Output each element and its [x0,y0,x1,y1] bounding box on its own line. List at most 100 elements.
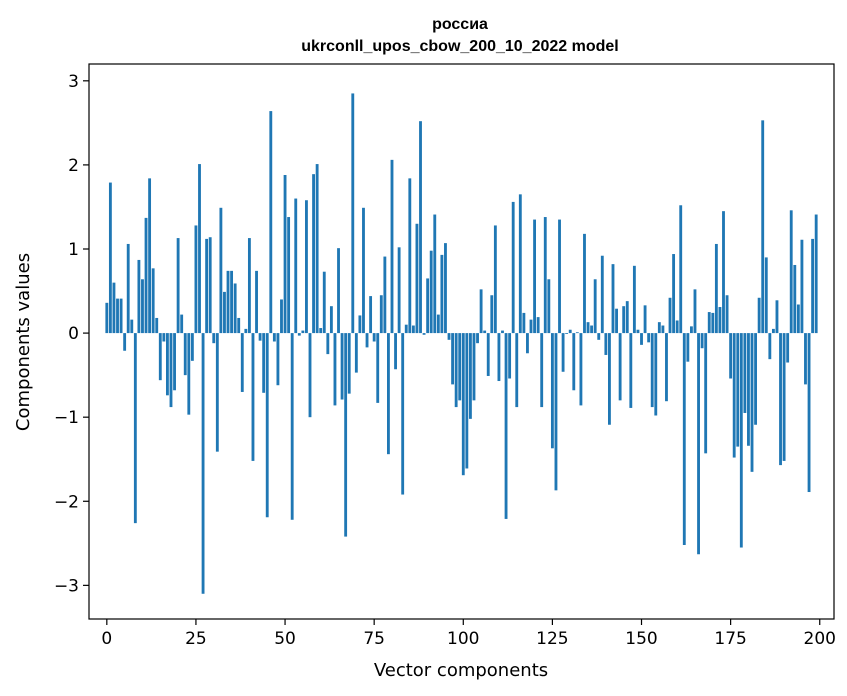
bar-component-165 [693,289,697,334]
bar-component-130 [568,329,572,334]
bar-component-76 [376,333,380,403]
bar-component-109 [493,225,497,334]
x-tick-label: 75 [363,629,385,649]
bar-component-115 [515,333,519,408]
bar-component-5 [123,333,127,351]
bar-component-114 [511,201,515,334]
bar-component-192 [789,210,793,334]
chart-subtitle: ukrconll_upos_cbow_200_10_2022 model [301,38,618,55]
bar-component-111 [501,330,504,334]
bar-component-6 [126,243,130,334]
bar-component-176 [732,333,736,458]
bar-component-193 [793,264,797,334]
bar-component-143 [615,308,618,334]
bar-component-90 [426,278,430,334]
bar-component-25 [194,225,198,334]
bar-component-106 [483,330,487,334]
bar-component-117 [522,312,526,334]
bar-component-128 [561,333,565,372]
bar-component-126 [554,333,558,491]
bar-component-166 [697,333,700,555]
bar-component-136 [590,325,594,334]
bar-component-107 [486,333,490,376]
bar-component-21 [180,314,184,334]
bar-component-17 [165,333,169,396]
bar-component-138 [597,333,601,340]
bar-component-183 [757,297,761,334]
bar-component-49 [280,299,283,334]
bar-component-124 [547,279,551,334]
bar-component-173 [722,211,725,334]
bar-component-29 [208,237,212,334]
bar-component-50 [283,175,287,334]
x-axis-label: Vector components [374,660,548,681]
bar-component-72 [362,207,365,334]
bar-component-26 [198,164,201,334]
bar-component-118 [526,333,529,354]
bar-component-77 [379,295,383,334]
bar-component-55 [301,330,305,334]
bar-component-65 [337,248,340,334]
bar-component-58 [312,174,315,334]
bar-component-181 [750,333,754,472]
bars-group [105,93,818,594]
bar-component-38 [240,333,244,392]
bar-component-113 [508,333,512,379]
bar-component-94 [440,254,444,334]
bar-component-48 [276,333,280,386]
bar-component-147 [629,333,633,408]
y-tick-label: −3 [54,576,79,596]
bar-component-81 [394,333,397,370]
bar-component-182 [754,333,758,425]
bar-component-191 [786,333,790,363]
bar-component-177 [736,333,740,447]
bar-component-66 [340,333,344,400]
bar-component-188 [775,300,779,334]
bar-component-80 [390,159,394,334]
bar-component-150 [640,333,643,345]
bar-component-194 [796,304,800,334]
bar-component-75 [372,333,376,342]
bar-component-170 [711,312,715,334]
bar-component-179 [743,333,747,413]
bar-component-197 [807,333,811,493]
bar-component-174 [725,295,729,334]
bar-component-74 [369,296,373,334]
y-axis-ticks: −3 −2 −1 0 1 2 3 [54,72,89,596]
bar-component-127 [558,219,561,334]
bar-component-168 [704,333,708,454]
bar-component-178 [739,333,743,548]
bar-component-20 [176,238,180,334]
bar-component-112 [504,333,508,519]
bar-component-24 [190,333,194,361]
bar-component-121 [536,317,540,334]
bar-component-135 [586,322,590,334]
bar-component-92 [433,214,437,334]
bar-component-19 [173,333,176,391]
bar-component-59 [315,164,319,334]
bar-component-7 [130,319,134,334]
bar-component-60 [319,328,323,334]
bar-component-139 [600,255,604,334]
bar-component-144 [618,333,622,401]
bar-component-63 [329,306,333,334]
bar-component-35 [230,270,234,334]
bar-component-164 [689,326,693,334]
bar-component-93 [436,314,440,334]
bar-component-151 [643,305,647,334]
bar-component-53 [294,198,298,334]
bar-component-84 [404,324,408,334]
bar-component-184 [761,120,765,334]
bar-component-30 [212,333,216,344]
bar-component-45 [265,333,269,518]
bar-component-99 [458,333,462,401]
bar-component-195 [800,239,804,334]
y-tick-label: 2 [68,156,79,176]
bar-component-22 [183,333,187,376]
chart-title: россиа [432,16,488,33]
bar-component-44 [262,333,266,393]
bar-component-146 [625,301,629,334]
bar-component-83 [401,333,405,495]
x-tick-label: 125 [536,629,568,649]
bar-component-103 [472,333,476,401]
